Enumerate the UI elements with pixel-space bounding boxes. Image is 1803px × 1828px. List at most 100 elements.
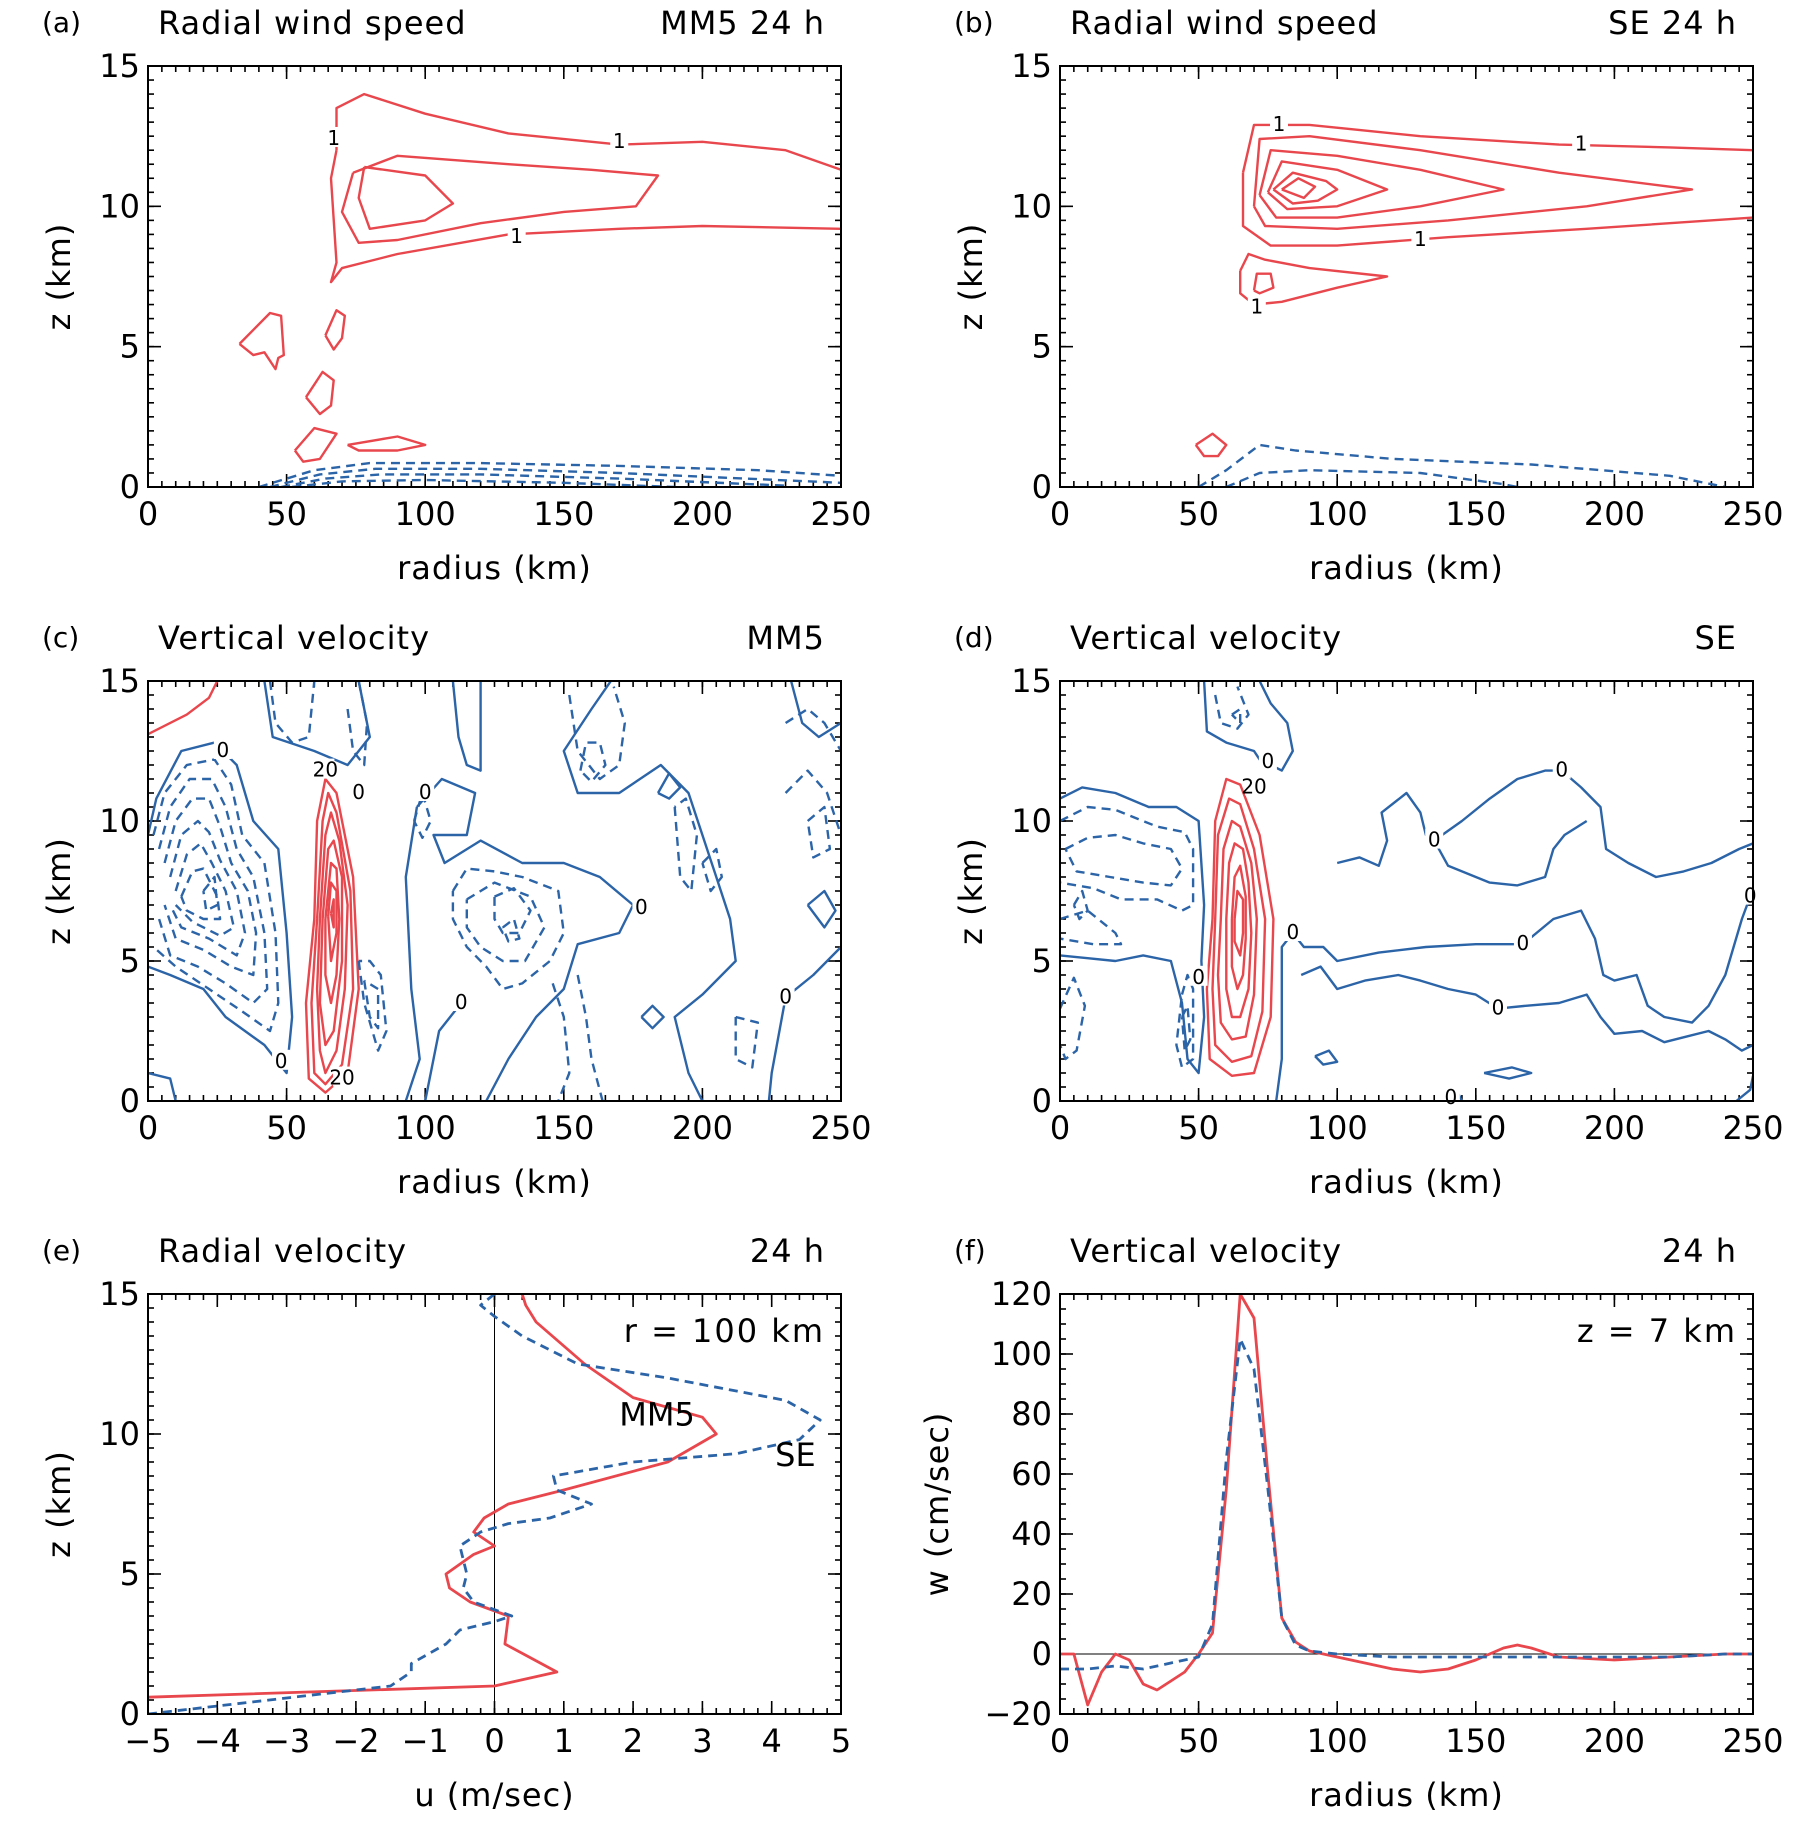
x-tick-label: 100 [1307, 495, 1368, 533]
contour-line [1180, 1004, 1192, 1052]
contour-label: 0 [1744, 884, 1757, 908]
y-tick-label: −20 [984, 1695, 1052, 1733]
series-se-line [148, 1294, 822, 1714]
plot-area [1060, 1294, 1753, 1707]
contour-line [1060, 976, 1087, 1061]
plot-area [1060, 681, 1753, 1101]
contour-line [1275, 932, 1294, 1101]
contour-line [293, 426, 338, 463]
y-tick-label: 20 [1011, 1575, 1052, 1613]
contour-line [202, 875, 219, 912]
contour-line [673, 797, 699, 893]
chart-subtitle: MM5 24 h [660, 4, 825, 42]
x-axis-label: radius (km) [397, 549, 592, 587]
contour-line [1281, 177, 1317, 200]
contour-line [1233, 889, 1245, 957]
contour-label: 1 [613, 129, 626, 153]
contour-line [163, 797, 258, 977]
y-tick-label: 120 [991, 1275, 1052, 1313]
contour-label: 0 [1192, 965, 1205, 989]
x-axis-label: radius (km) [1309, 549, 1504, 587]
contour-line [1272, 171, 1339, 205]
contour-line [1225, 842, 1253, 1019]
x-tick-label: 0 [138, 1109, 158, 1147]
plot-area [148, 681, 841, 1101]
x-tick-label: −4 [194, 1722, 241, 1760]
contour-label: 0 [352, 780, 365, 804]
y-axis-label: w (cm/sec) [918, 1412, 956, 1597]
plot-area [238, 92, 841, 487]
contour-line [784, 707, 841, 752]
x-tick-label: 2 [623, 1722, 643, 1760]
contour-line [1175, 973, 1195, 1069]
x-tick-label: 150 [533, 1109, 594, 1147]
x-tick-label: 250 [810, 1109, 871, 1147]
contour-line [1072, 889, 1089, 921]
y-tick-label: 15 [99, 1275, 140, 1313]
contour-line [324, 861, 341, 1005]
y-tick-label: 5 [1032, 942, 1052, 980]
contour-label-bg [776, 985, 795, 1006]
contour-line [501, 917, 521, 943]
contour-label: 0 [1517, 931, 1530, 955]
x-tick-label: 50 [266, 1109, 307, 1147]
y-tick-label: 5 [120, 1555, 140, 1593]
x-tick-label: 0 [1050, 1722, 1070, 1760]
y-tick-label: 0 [120, 468, 140, 506]
contour-line [404, 806, 421, 1101]
panel-letter: (f) [954, 1234, 986, 1267]
x-tick-label: −5 [124, 1722, 171, 1760]
y-axis-label: z (km) [40, 1450, 78, 1558]
chart-subtitle: 24 h [750, 1232, 825, 1270]
contour-label: 1 [1273, 112, 1286, 136]
y-tick-label: 5 [120, 328, 140, 366]
contour-line [576, 974, 604, 1101]
contour-line [1214, 686, 1250, 730]
contour-line [291, 478, 675, 487]
x-tick-label: 0 [484, 1722, 504, 1760]
x-tick-label: 200 [1584, 495, 1645, 533]
y-axis-label: z (km) [952, 837, 990, 945]
contour-label-bg [316, 758, 335, 779]
x-tick-label: 200 [672, 495, 733, 533]
x-tick-label: 250 [1722, 495, 1783, 533]
x-tick-label: 50 [1178, 1109, 1219, 1147]
y-tick-label: 0 [1032, 468, 1052, 506]
panel-letter: (c) [42, 621, 79, 654]
contour-label: 0 [1262, 749, 1275, 773]
y-tick-label: 15 [1011, 47, 1052, 85]
contour-line [806, 805, 832, 859]
chart-title: Radial velocity [158, 1232, 407, 1270]
contour-line [424, 1002, 463, 1101]
contour-label-bg [1425, 828, 1444, 849]
x-tick-label: 50 [1178, 495, 1219, 533]
contour-line [1194, 432, 1228, 458]
contour-label: 1 [327, 126, 340, 150]
contour-line [340, 154, 660, 244]
contour-line [784, 946, 841, 999]
contour-label-bg [1552, 758, 1571, 779]
contour-line [1433, 819, 1588, 887]
contour-line [304, 370, 335, 416]
y-tick-label: 10 [1011, 802, 1052, 840]
contour-line [357, 959, 388, 1052]
contour-line [310, 791, 355, 1086]
contour-line [1291, 896, 1752, 1024]
contour-line [1252, 135, 1694, 230]
panel-letter: (b) [954, 6, 994, 39]
contour-label: 0 [275, 1049, 288, 1073]
y-tick-label: 10 [99, 1415, 140, 1453]
chart-title: Radial wind speed [158, 4, 467, 42]
contour-label: 0 [1492, 996, 1505, 1020]
x-tick-label: 0 [138, 495, 158, 533]
y-tick-label: 15 [99, 662, 140, 700]
x-tick-label: 150 [1445, 495, 1506, 533]
x-tick-label: 4 [762, 1722, 782, 1760]
y-tick-label: 0 [120, 1082, 140, 1120]
contour-line [148, 681, 219, 736]
contour-line [324, 309, 346, 351]
x-tick-label: 1 [554, 1722, 574, 1760]
